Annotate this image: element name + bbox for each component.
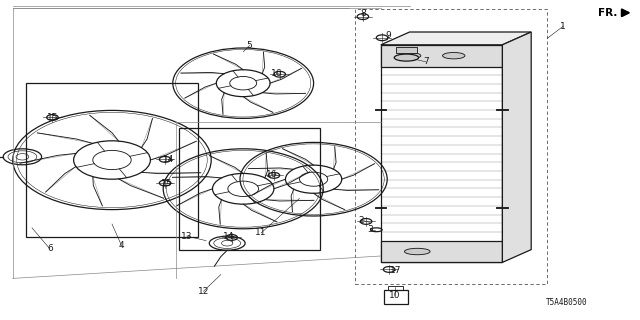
Text: 15: 15 xyxy=(47,113,58,122)
Text: 17: 17 xyxy=(390,266,401,275)
Bar xyxy=(355,9,547,284)
Bar xyxy=(381,45,502,262)
Text: 7: 7 xyxy=(423,57,428,66)
Text: 1: 1 xyxy=(561,22,566,31)
Text: 12: 12 xyxy=(198,287,209,296)
Bar xyxy=(388,286,403,290)
Bar xyxy=(381,45,502,67)
Ellipse shape xyxy=(404,248,430,255)
Text: 9: 9 xyxy=(386,31,391,40)
Bar xyxy=(179,128,320,250)
Bar xyxy=(381,241,502,262)
Text: 14: 14 xyxy=(163,155,174,164)
Text: 10: 10 xyxy=(389,291,401,300)
Text: 8: 8 xyxy=(361,9,366,18)
Text: T5A4B0500: T5A4B0500 xyxy=(545,298,588,307)
Text: 6: 6 xyxy=(47,244,52,253)
Text: 4: 4 xyxy=(119,241,124,250)
Ellipse shape xyxy=(402,53,421,59)
Text: 3: 3 xyxy=(367,225,372,234)
Bar xyxy=(384,290,408,304)
Text: 13: 13 xyxy=(181,232,193,241)
Text: 15: 15 xyxy=(161,179,172,188)
Text: 16: 16 xyxy=(271,69,282,78)
Bar xyxy=(26,83,198,237)
Text: 2: 2 xyxy=(359,216,364,225)
Polygon shape xyxy=(381,32,531,45)
Ellipse shape xyxy=(394,54,419,61)
Bar xyxy=(396,47,417,53)
Polygon shape xyxy=(502,32,531,262)
Ellipse shape xyxy=(443,52,465,59)
Text: 11: 11 xyxy=(255,228,267,237)
Text: 16: 16 xyxy=(266,170,278,179)
Text: 14: 14 xyxy=(223,232,235,241)
Text: 5: 5 xyxy=(247,41,252,50)
Text: FR.: FR. xyxy=(598,8,628,18)
